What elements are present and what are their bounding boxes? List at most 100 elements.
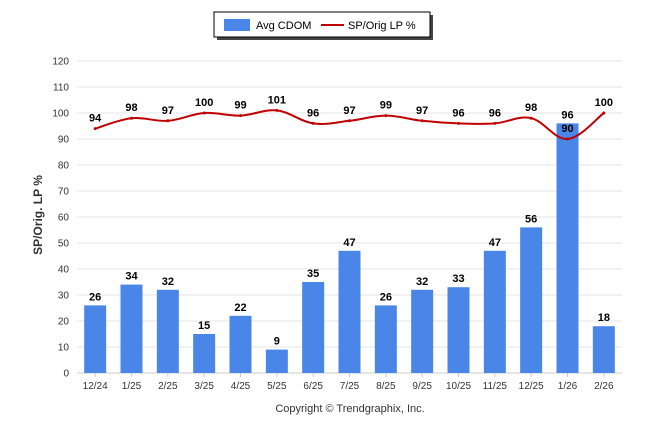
y-tick-label: 30 [58, 291, 70, 302]
y-tick-label: 70 [58, 187, 70, 198]
bar-value-label: 9 [274, 336, 280, 348]
x-tick-label: 2/26 [594, 381, 614, 392]
x-tick-label: 11/25 [483, 381, 508, 392]
y-tick-label: 10 [58, 343, 70, 354]
x-tick-label: 1/25 [122, 381, 142, 392]
bar-value-label: 18 [598, 312, 610, 324]
bar[interactable] [374, 305, 397, 373]
bar-value-label: 22 [234, 302, 246, 314]
bar[interactable] [302, 282, 325, 373]
bar-value-label: 96 [561, 109, 573, 121]
legend-swatch-avg-cdom [224, 19, 250, 31]
y-axis-ticks: 0 10 20 30 40 50 60 70 80 90 100 110 120 [52, 57, 69, 380]
x-tick-label: 7/25 [340, 381, 360, 392]
bar-value-label: 56 [525, 213, 537, 225]
x-tick-label: 4/25 [231, 381, 251, 392]
y-tick-label: 80 [58, 161, 70, 172]
x-tick-label: 6/25 [303, 381, 323, 392]
bar-data-labels: 26 34 32 15 22 9 35 47 26 32 33 47 56 96 18 [89, 109, 610, 347]
bar[interactable] [338, 250, 361, 373]
line-value-label: 96 [307, 107, 319, 119]
bar[interactable] [156, 289, 179, 373]
x-tick-label: 1/26 [558, 381, 578, 392]
line-value-label: 99 [380, 100, 392, 112]
x-tick-label: 9/25 [412, 381, 432, 392]
y-tick-label: 90 [58, 135, 70, 146]
line-point[interactable] [529, 116, 533, 120]
y-tick-label: 0 [63, 369, 69, 380]
line-point[interactable] [130, 116, 133, 120]
bar-value-label: 26 [380, 291, 392, 303]
line-point[interactable] [602, 111, 606, 115]
bar-value-label: 33 [452, 273, 464, 285]
line-point[interactable] [566, 137, 569, 141]
line-point[interactable] [202, 111, 206, 115]
line-point[interactable] [493, 121, 497, 125]
bar-value-label: 47 [489, 237, 501, 249]
x-tick-label: 8/25 [376, 381, 396, 392]
y-axis-label: SP/Orig. LP % [31, 175, 45, 255]
line-point[interactable] [311, 121, 315, 125]
bar[interactable] [520, 227, 543, 373]
bar[interactable] [229, 315, 252, 373]
line-point[interactable] [384, 114, 388, 118]
line-point[interactable] [239, 114, 242, 118]
x-tick-label: 10/25 [446, 381, 471, 392]
y-tick-label: 50 [58, 239, 70, 250]
bar[interactable] [265, 349, 288, 373]
x-tick-label: 3/25 [194, 381, 214, 392]
bar-value-label: 26 [89, 291, 101, 303]
line-point[interactable] [420, 119, 424, 123]
bar[interactable] [592, 326, 615, 373]
x-axis-ticks: 12/24 1/25 2/25 3/25 4/25 5/25 6/25 7/25 8/25 9/2… [83, 373, 614, 392]
bar-value-label: 32 [162, 276, 174, 288]
bar-value-label: 32 [416, 276, 428, 288]
bar-series [84, 123, 615, 374]
line-value-label: 96 [452, 107, 464, 119]
legend-label-sp-orig-lp: SP/Orig LP % [348, 20, 416, 32]
y-tick-label: 110 [53, 83, 69, 94]
line-value-label: 97 [343, 105, 355, 117]
line-value-label: 100 [595, 97, 613, 109]
bar[interactable] [411, 289, 434, 373]
bar[interactable] [193, 334, 216, 373]
line-series [93, 108, 606, 141]
bar-value-label: 47 [343, 237, 355, 249]
y-tick-label: 60 [58, 213, 70, 224]
y-tick-label: 120 [52, 57, 69, 68]
line-value-label: 100 [195, 97, 213, 109]
line-data-labels: 94 98 97 100 99 101 96 97 99 97 96 96 98 90 100 [89, 94, 613, 135]
line-value-label: 97 [416, 105, 428, 117]
y-tick-label: 40 [58, 265, 70, 276]
line-point[interactable] [166, 119, 170, 123]
bar-value-label: 35 [307, 268, 319, 280]
bar-value-label: 34 [125, 271, 138, 283]
bar[interactable] [556, 123, 579, 374]
line-point[interactable] [275, 108, 279, 112]
line-point[interactable] [93, 127, 97, 131]
x-tick-label: 2/25 [158, 381, 178, 392]
bar[interactable] [84, 305, 107, 373]
line-value-label: 90 [561, 123, 573, 135]
line-value-label: 94 [89, 113, 102, 125]
bar[interactable] [120, 284, 143, 373]
x-tick-label: 5/25 [267, 381, 287, 392]
bar[interactable] [483, 250, 506, 373]
copyright-text: Copyright © Trendgraphix, Inc. [275, 403, 424, 415]
line-value-label: 99 [234, 100, 246, 112]
y-tick-label: 100 [52, 109, 69, 120]
y-tick-label: 20 [58, 317, 70, 328]
line-value-label: 101 [268, 94, 286, 106]
bar-value-label: 15 [198, 320, 210, 332]
line-value-label: 98 [525, 102, 537, 114]
line-point[interactable] [348, 119, 351, 123]
legend-label-avg-cdom: Avg CDOM [256, 20, 311, 32]
x-tick-label: 12/24 [83, 381, 108, 392]
x-tick-label: 12/25 [519, 381, 544, 392]
line-value-label: 98 [125, 102, 137, 114]
bar[interactable] [447, 287, 470, 373]
legend[interactable]: Avg CDOM SP/Orig LP % [213, 11, 433, 40]
line-point[interactable] [457, 121, 460, 125]
line-value-label: 96 [489, 107, 501, 119]
